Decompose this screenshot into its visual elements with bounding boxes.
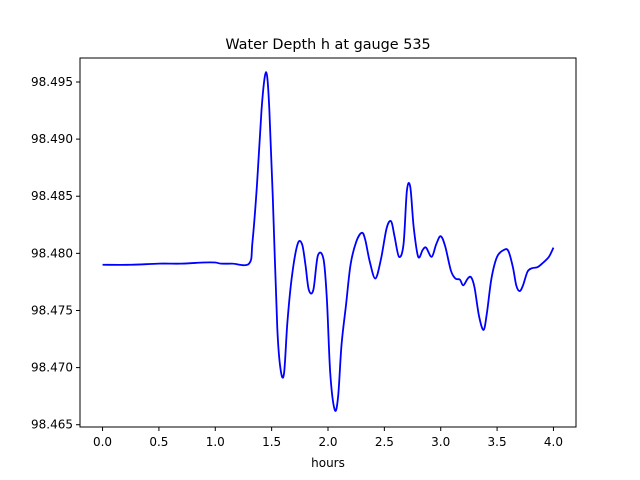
y-tick-label: 98.470	[31, 361, 73, 375]
plot-area	[102, 71, 555, 412]
x-axis: 0.0 0.5 1.0 1.5 2.0 2.5 3.0 3.5 4.0	[93, 427, 563, 449]
x-tick-label: 2.5	[375, 435, 394, 449]
x-tick-label: 4.0	[544, 435, 563, 449]
y-tick-label: 98.485	[31, 189, 73, 203]
x-tick-label: 0.5	[149, 435, 168, 449]
y-tick-label: 98.480	[31, 246, 73, 260]
x-axis-label: hours	[311, 456, 345, 470]
y-axis: 98.465 98.470 98.475 98.480 98.485 98.490 98.4…	[31, 75, 80, 432]
series-line	[102, 71, 555, 412]
y-tick-label: 98.475	[31, 303, 73, 317]
x-tick-label: 2.0	[318, 435, 337, 449]
x-tick-label: 0.0	[93, 435, 112, 449]
x-tick-label: 1.0	[206, 435, 225, 449]
y-tick-label: 98.490	[31, 132, 73, 146]
x-tick-label: 1.5	[262, 435, 281, 449]
y-tick-label: 98.465	[31, 418, 73, 432]
x-tick-label: 3.0	[431, 435, 450, 449]
chart-title: Water Depth h at gauge 535	[225, 37, 430, 53]
x-tick-label: 3.5	[488, 435, 507, 449]
plot-frame	[79, 57, 577, 428]
y-tick-label: 98.495	[31, 75, 73, 89]
